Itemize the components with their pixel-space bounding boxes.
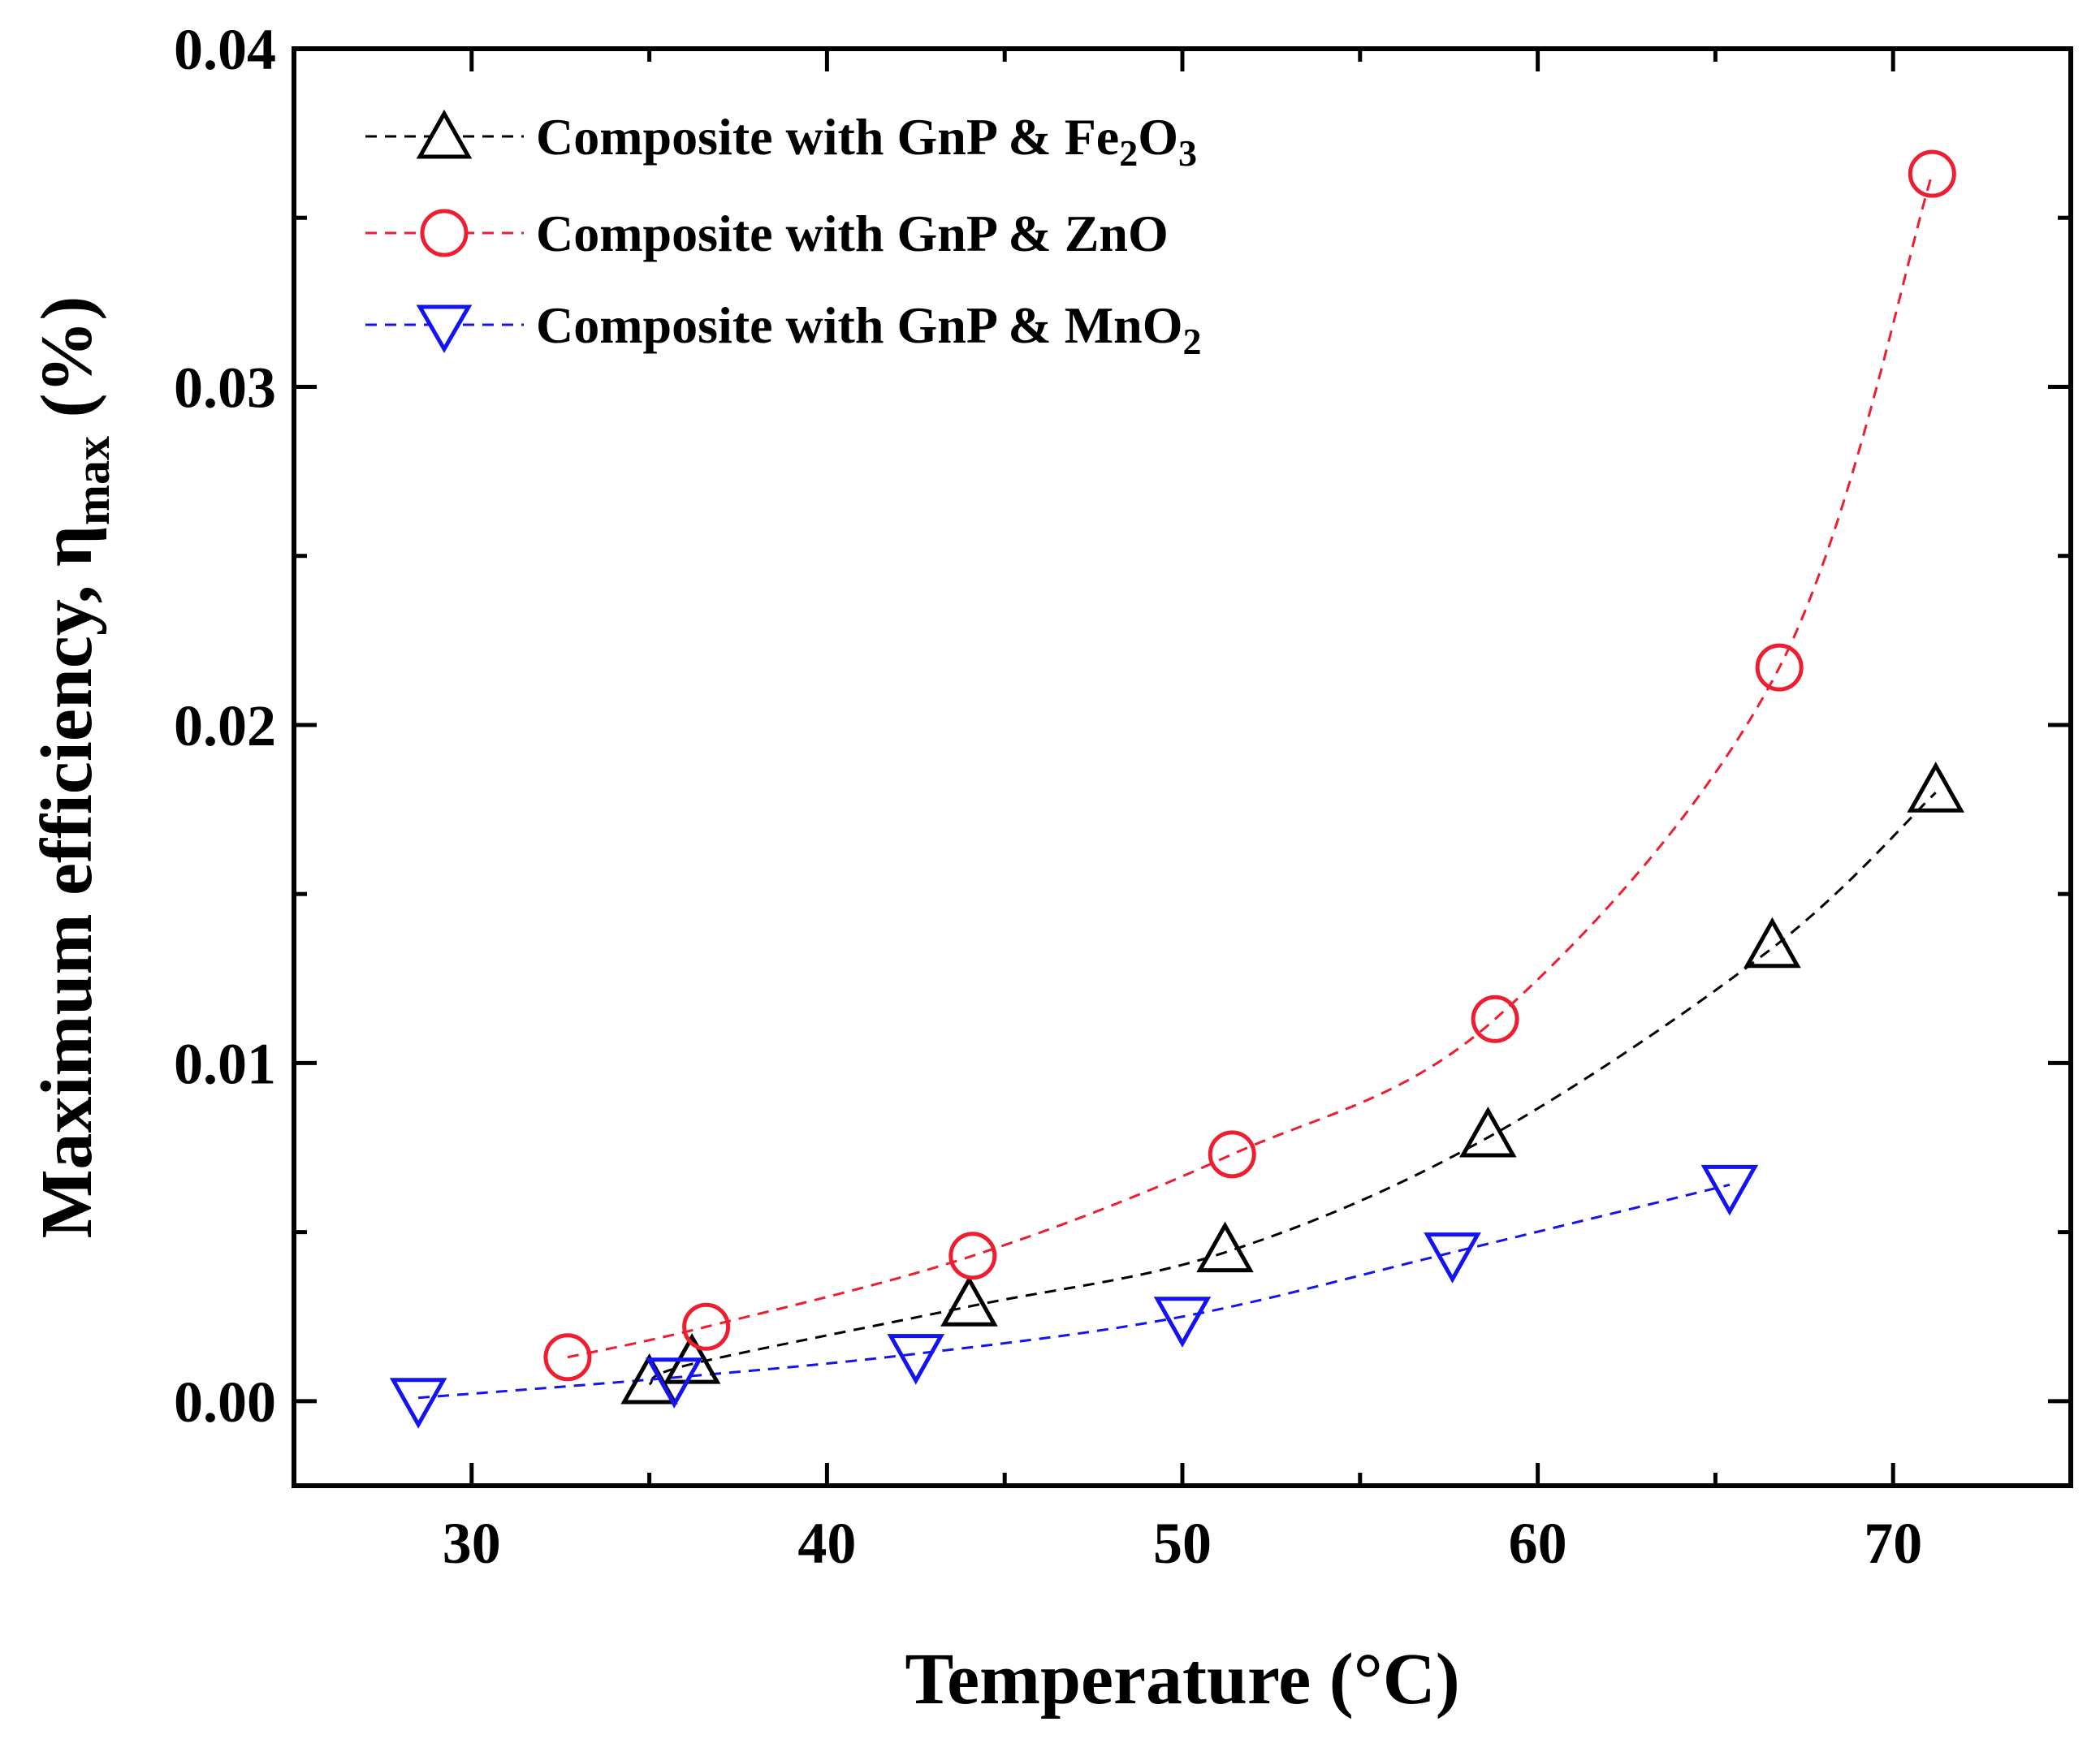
data-point-triangle-down [1424, 1232, 1481, 1284]
data-point-circle [1208, 1130, 1256, 1179]
y-tick-label: 0.02 [174, 693, 276, 758]
data-point-circle [1755, 643, 1804, 692]
y-axis-title: Maximum efficiency, ηmax (%) [27, 296, 119, 1239]
data-point-triangle-up [1907, 762, 1964, 813]
x-tick-label: 70 [1864, 1511, 1922, 1576]
data-point-triangle-down [389, 1378, 447, 1429]
y-tick-label: 0.00 [174, 1370, 276, 1435]
legend-label-zno: Composite with GnP & ZnO [536, 205, 1169, 262]
legend-marker-zno [420, 209, 469, 257]
legend-label-fe2o3-sub2: 3 [1178, 132, 1197, 174]
legend-entry-fe2o3: Composite with GnP & Fe2O3 [365, 108, 1197, 174]
data-point-circle [682, 1302, 731, 1351]
data-point-triangle-down [887, 1334, 945, 1385]
y-tick-label: 0.04 [174, 17, 276, 82]
series-curves [418, 173, 1937, 1400]
x-axis-title: Temperature (°C) [905, 1639, 1459, 1720]
legend-label-mno2-sub1: 2 [1182, 321, 1201, 362]
tick-labels: 30 40 50 60 70 0.00 0.01 0.02 0.03 0.04 [174, 17, 1922, 1576]
y-tick-label: 0.03 [174, 355, 276, 420]
data-point-circle [1908, 149, 1956, 198]
series-line-2 [418, 1183, 1731, 1400]
y-axis-title-subscript: max [66, 436, 119, 525]
legend-label-fe2o3-main: Composite with GnP & Fe [536, 108, 1119, 166]
legend-label-mno2-main: Composite with GnP & MnO [536, 296, 1182, 354]
series-line-1 [567, 173, 1934, 1359]
y-axis-title-unit: (%) [27, 296, 107, 436]
y-axis-title-main: Maximum efficiency, η [27, 525, 107, 1238]
series-line-0 [648, 792, 1937, 1386]
legend-label-fe2o3-mid: O [1138, 108, 1178, 166]
x-tick-label: 60 [1509, 1511, 1567, 1576]
legend: Composite with GnP & Fe2O3 Composite wit… [365, 108, 1201, 362]
data-point-triangle-up [1459, 1106, 1517, 1158]
data-point-triangle-up [940, 1275, 998, 1327]
data-point-circle [948, 1232, 997, 1280]
legend-entry-mno2: Composite with GnP & MnO2 [365, 296, 1201, 362]
legend-marker-mno2 [416, 304, 473, 354]
legend-entry-zno: Composite with GnP & ZnO [365, 205, 1169, 262]
legend-label-mno2: Composite with GnP & MnO2 [536, 296, 1201, 362]
legend-marker-fe2o3 [416, 109, 473, 159]
plot-frame [292, 46, 2073, 1488]
data-point-triangle-up [1196, 1221, 1254, 1273]
data-point-triangle-up [1744, 917, 1801, 969]
data-point-triangle-down [1700, 1164, 1759, 1216]
data-point-triangle-down [645, 1357, 703, 1409]
data-point-triangle-down [1153, 1297, 1212, 1348]
data-point-circle [543, 1333, 592, 1382]
x-tick-label: 50 [1153, 1511, 1212, 1576]
legend-label-fe2o3: Composite with GnP & Fe2O3 [536, 108, 1197, 174]
series-markers [389, 149, 1964, 1429]
data-point-circle [1471, 995, 1519, 1043]
x-tick-label: 40 [797, 1511, 856, 1576]
x-tick-label: 30 [443, 1511, 501, 1576]
axis-ticks [292, 46, 2073, 1486]
legend-label-fe2o3-sub1: 2 [1119, 132, 1138, 174]
y-tick-label: 0.01 [174, 1031, 276, 1096]
